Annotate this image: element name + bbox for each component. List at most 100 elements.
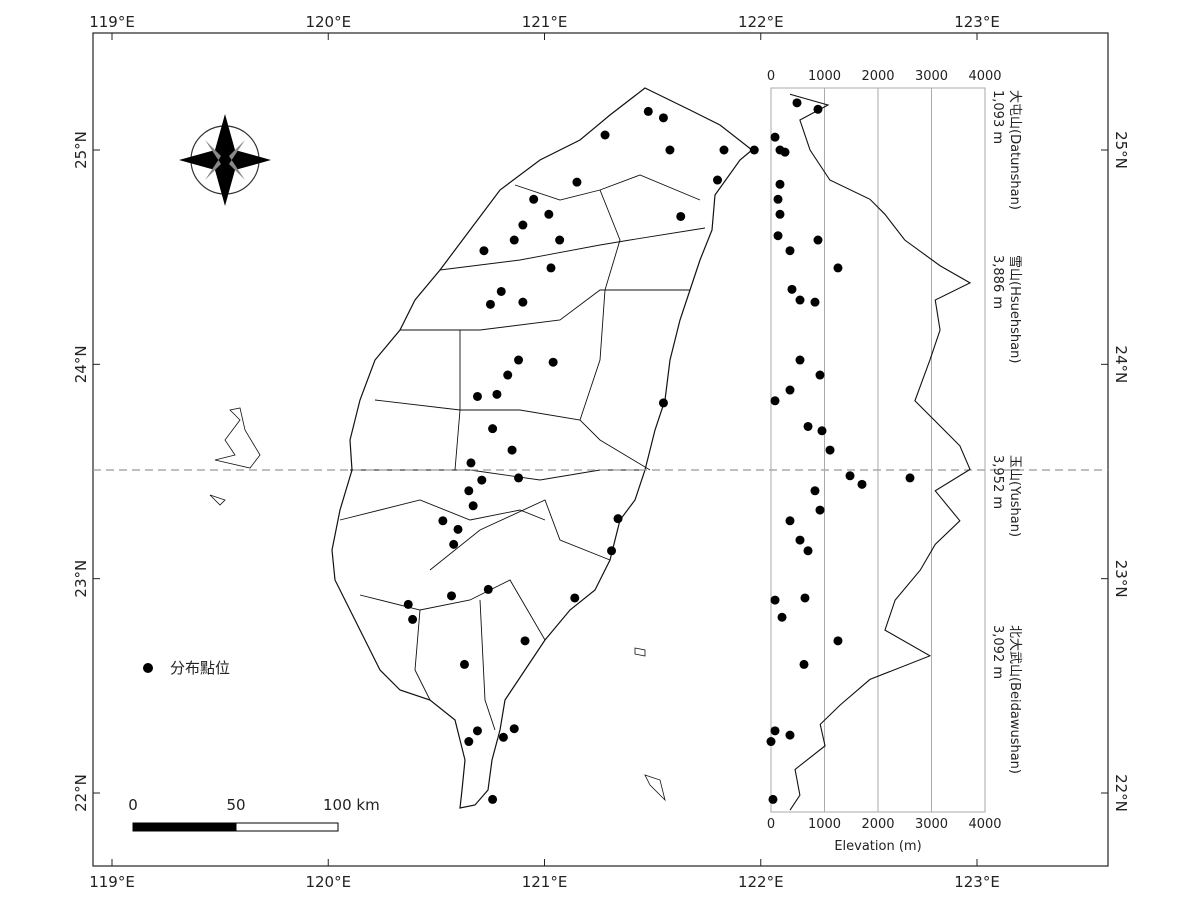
peak-elevation: 1,093 m — [990, 90, 1005, 144]
x-tick-label: 121°E — [522, 13, 568, 31]
x-tick-label: 119°E — [89, 13, 135, 31]
site-point — [472, 726, 482, 736]
profile-point — [775, 179, 785, 189]
profile-point — [777, 612, 787, 622]
y-tick-label: 24°N — [72, 345, 90, 383]
x-tick-label: 123°E — [954, 13, 1000, 31]
site-point — [719, 145, 729, 155]
site-point — [472, 391, 482, 401]
site-point — [572, 177, 582, 187]
site-point — [643, 106, 653, 116]
compass-star — [179, 114, 271, 206]
site-point — [613, 514, 623, 524]
scale-bar-white — [235, 822, 339, 832]
boundary — [439, 227, 706, 271]
profile-point — [766, 737, 776, 747]
peak-name: 玉山(Yushan) — [1007, 455, 1022, 537]
site-point — [570, 593, 580, 603]
profile-point — [845, 471, 855, 481]
scale-label: 0 — [128, 796, 138, 814]
boundary — [400, 289, 690, 331]
profile-point — [770, 726, 780, 736]
profile-point — [795, 295, 805, 305]
x-tick-label: 119°E — [89, 873, 135, 891]
site-point — [544, 209, 554, 219]
map-frame — [92, 32, 1109, 867]
profile-point — [785, 385, 795, 395]
profile-x-label: Elevation (m) — [834, 839, 921, 854]
site-point — [548, 357, 558, 367]
profile-point — [833, 636, 843, 646]
site-point — [496, 286, 506, 296]
x-tick-label: 122°E — [738, 13, 784, 31]
profile-point — [803, 546, 813, 556]
profile-point — [787, 284, 797, 294]
site-point — [600, 130, 610, 140]
peak-elevation: 3,092 m — [990, 625, 1005, 679]
site-point — [464, 737, 474, 747]
site-point — [749, 145, 759, 155]
x-tick-label: 121°E — [522, 873, 568, 891]
profile-point — [785, 730, 795, 740]
site-point — [449, 539, 459, 549]
legend-label: 分布點位 — [170, 659, 230, 677]
site-point — [492, 389, 502, 399]
profile-point — [785, 246, 795, 256]
site-point — [520, 636, 530, 646]
profile-point — [803, 421, 813, 431]
site-point — [713, 175, 722, 185]
profile-point — [825, 445, 835, 455]
boundary — [414, 599, 496, 731]
site-point — [555, 235, 565, 245]
x-tick-label: 1000 — [808, 817, 841, 832]
profile-point — [770, 132, 780, 142]
compass-diagonal — [205, 140, 245, 180]
site-point — [529, 194, 539, 204]
profile-point — [770, 595, 780, 605]
site-point — [503, 370, 513, 380]
boundary — [454, 189, 621, 471]
profile-point — [799, 659, 809, 669]
x-tick-label: 1000 — [808, 69, 841, 84]
site-point — [507, 445, 517, 455]
profile-point — [775, 209, 785, 219]
site-point — [509, 724, 519, 734]
profile-point — [770, 396, 780, 406]
site-point — [477, 475, 487, 485]
x-tick-label: 0 — [767, 69, 775, 84]
penghu — [214, 407, 261, 469]
boundary — [429, 499, 611, 571]
y-tick-label: 22°N — [72, 774, 90, 812]
peak-elevation: 3,886 m — [990, 255, 1005, 309]
x-tick-label: 3000 — [915, 817, 948, 832]
profile-point — [817, 426, 827, 436]
site-point — [498, 732, 508, 742]
compass-rose — [179, 114, 271, 206]
profile-point — [813, 235, 823, 245]
site-point — [514, 355, 524, 365]
site-point — [518, 220, 528, 230]
boundary — [359, 579, 546, 641]
peak-name: 雪山(Hsuehshan) — [1007, 255, 1022, 363]
site-point — [466, 458, 476, 468]
profile-point — [768, 794, 778, 804]
profile-point — [792, 98, 802, 108]
scale-bar-black — [132, 822, 237, 832]
profile-point — [813, 104, 823, 114]
x-tick-label: 0 — [767, 817, 775, 832]
profile-point — [785, 516, 795, 526]
site-point — [514, 473, 524, 483]
profile-point — [773, 194, 783, 204]
profile-point — [773, 231, 783, 241]
site-point — [518, 297, 528, 307]
x-tick-label: 3000 — [915, 69, 948, 84]
site-point — [488, 794, 498, 804]
y-tick-label: 23°N — [72, 560, 90, 598]
y-tick-label: 24°N — [1112, 345, 1130, 383]
peak-name: 北大武山(Beidawushan) — [1007, 625, 1022, 774]
site-point — [408, 614, 418, 624]
profile-point — [905, 473, 915, 483]
profile-point — [810, 486, 820, 496]
site-point — [438, 516, 448, 526]
x-tick-label: 2000 — [861, 817, 894, 832]
